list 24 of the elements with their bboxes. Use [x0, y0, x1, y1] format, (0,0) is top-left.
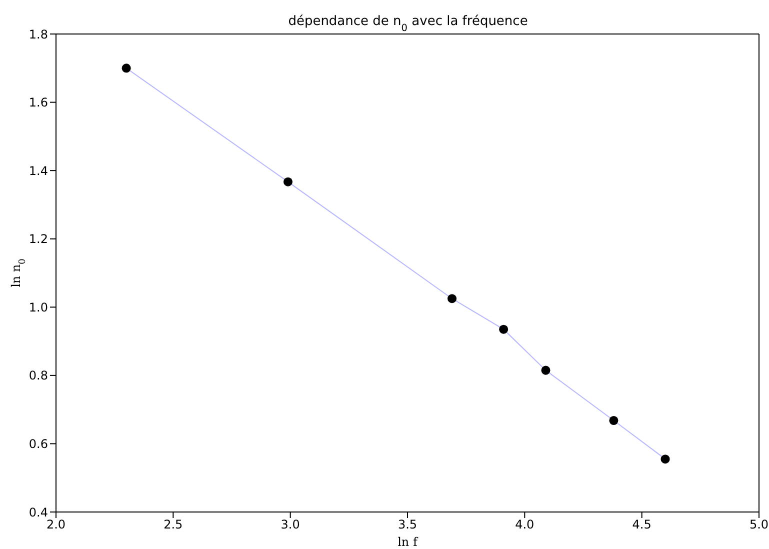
x-tick-label: 4.0: [515, 518, 534, 532]
x-tick-label: 3.5: [398, 518, 418, 532]
x-tick-label: 2.5: [164, 518, 183, 532]
x-tick-label: 4.5: [632, 518, 652, 532]
y-tick-label: 1.0: [28, 300, 48, 314]
point: [660, 454, 670, 464]
chart-title: dépendance de n$_{0}$ avec la fréquence: [288, 14, 528, 34]
point: [448, 294, 457, 304]
point: [283, 177, 293, 186]
y-tick-label: 1.6: [28, 96, 48, 110]
point: [499, 324, 508, 334]
y-tick-label: 1.8: [28, 27, 48, 42]
point: [609, 416, 618, 425]
y-tick-label: 0.6: [28, 436, 48, 451]
y-tick-label: 0.4: [28, 505, 48, 520]
x-tick-label: 2.0: [46, 518, 66, 532]
x-axis-title: ln f: [398, 535, 419, 549]
point: [541, 366, 550, 375]
y-tick-label: 1.4: [28, 164, 48, 178]
point: [122, 64, 131, 73]
x-tick-label: 5.0: [749, 518, 769, 532]
y-tick-label: 1.2: [28, 232, 48, 246]
y-tick-label: 0.8: [28, 368, 48, 383]
x-tick-label: 3.0: [280, 518, 300, 532]
